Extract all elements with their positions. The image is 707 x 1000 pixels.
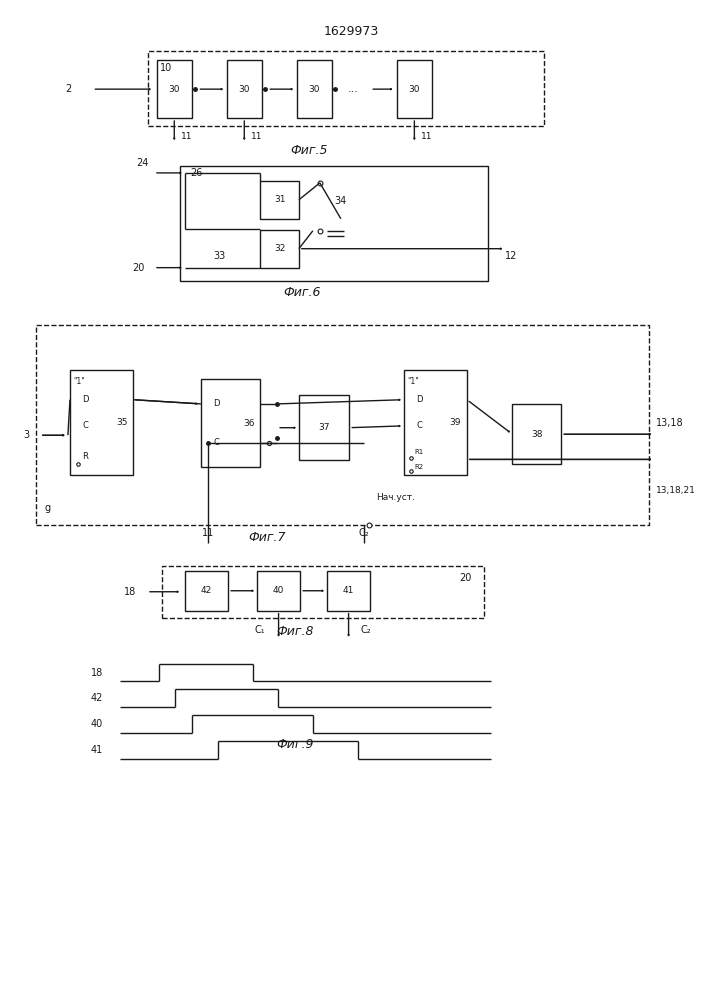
Text: 30: 30 (168, 85, 180, 94)
Text: 24: 24 (136, 158, 148, 168)
Text: C₁: C₁ (255, 625, 265, 635)
Text: 37: 37 (318, 423, 330, 432)
Text: 11: 11 (421, 132, 433, 141)
Bar (513, 404, 561, 464)
Bar (260, 181, 299, 219)
Text: Фиг.9: Фиг.9 (276, 738, 314, 751)
Text: C: C (416, 421, 422, 430)
Bar (157, 60, 192, 118)
Text: 40: 40 (273, 586, 284, 595)
Text: 31: 31 (274, 195, 286, 204)
Text: Фиг.7: Фиг.7 (249, 531, 286, 544)
Text: C: C (83, 421, 88, 430)
Text: 18: 18 (124, 587, 136, 597)
Text: 30: 30 (308, 85, 320, 94)
Text: 36: 36 (243, 419, 255, 428)
Text: 41: 41 (90, 745, 103, 755)
Text: "1": "1" (407, 377, 419, 386)
Text: 42: 42 (90, 693, 103, 703)
Text: D: D (416, 395, 423, 404)
Text: 18: 18 (90, 668, 103, 678)
Text: 42: 42 (201, 586, 212, 595)
Bar (163, 566, 484, 618)
Text: R: R (83, 452, 88, 461)
Text: ...: ... (347, 84, 358, 94)
Text: 11: 11 (201, 528, 214, 538)
Text: 13,18: 13,18 (656, 418, 684, 428)
Text: R2: R2 (415, 464, 423, 470)
Text: g: g (45, 503, 51, 513)
Bar (148, 51, 544, 126)
Text: 30: 30 (409, 85, 420, 94)
Text: 30: 30 (238, 85, 250, 94)
Bar (257, 571, 300, 611)
Text: 20: 20 (132, 263, 145, 273)
Bar (227, 60, 262, 118)
Text: 11: 11 (181, 132, 193, 141)
Text: R1: R1 (414, 449, 424, 455)
Text: 39: 39 (450, 418, 461, 427)
Text: Фиг.6: Фиг.6 (284, 286, 321, 299)
Text: 41: 41 (343, 586, 354, 595)
Bar (36, 325, 649, 525)
Text: 35: 35 (116, 418, 127, 427)
Text: 26: 26 (190, 168, 203, 178)
Text: 3: 3 (23, 430, 30, 440)
Bar (260, 230, 299, 268)
Bar (397, 60, 432, 118)
Text: 2: 2 (65, 84, 71, 94)
Text: 10: 10 (160, 63, 173, 73)
Text: Фиг.8: Фиг.8 (276, 625, 314, 638)
Bar (327, 571, 370, 611)
Text: 40: 40 (90, 719, 103, 729)
Text: 34: 34 (334, 196, 346, 206)
Bar (297, 60, 332, 118)
Bar (299, 395, 349, 460)
Bar (201, 379, 260, 467)
Bar (185, 571, 228, 611)
Text: C: C (214, 438, 219, 447)
Text: 38: 38 (531, 430, 542, 439)
Text: Фиг.5: Фиг.5 (291, 144, 328, 157)
Text: D: D (82, 395, 88, 404)
Text: 20: 20 (460, 573, 472, 583)
Text: 13,18,21: 13,18,21 (656, 486, 696, 495)
Bar (70, 370, 133, 475)
Text: "1": "1" (74, 377, 86, 386)
Text: C₂: C₂ (361, 625, 371, 635)
Text: 11: 11 (251, 132, 263, 141)
Text: Нач.уст.: Нач.уст. (376, 493, 415, 502)
Text: 32: 32 (274, 244, 286, 253)
Text: 33: 33 (213, 251, 226, 261)
Text: D: D (213, 399, 220, 408)
Text: 12: 12 (506, 251, 518, 261)
Bar (180, 166, 488, 281)
Text: C₂: C₂ (358, 528, 369, 538)
Text: 1629973: 1629973 (324, 25, 379, 38)
Bar (404, 370, 467, 475)
